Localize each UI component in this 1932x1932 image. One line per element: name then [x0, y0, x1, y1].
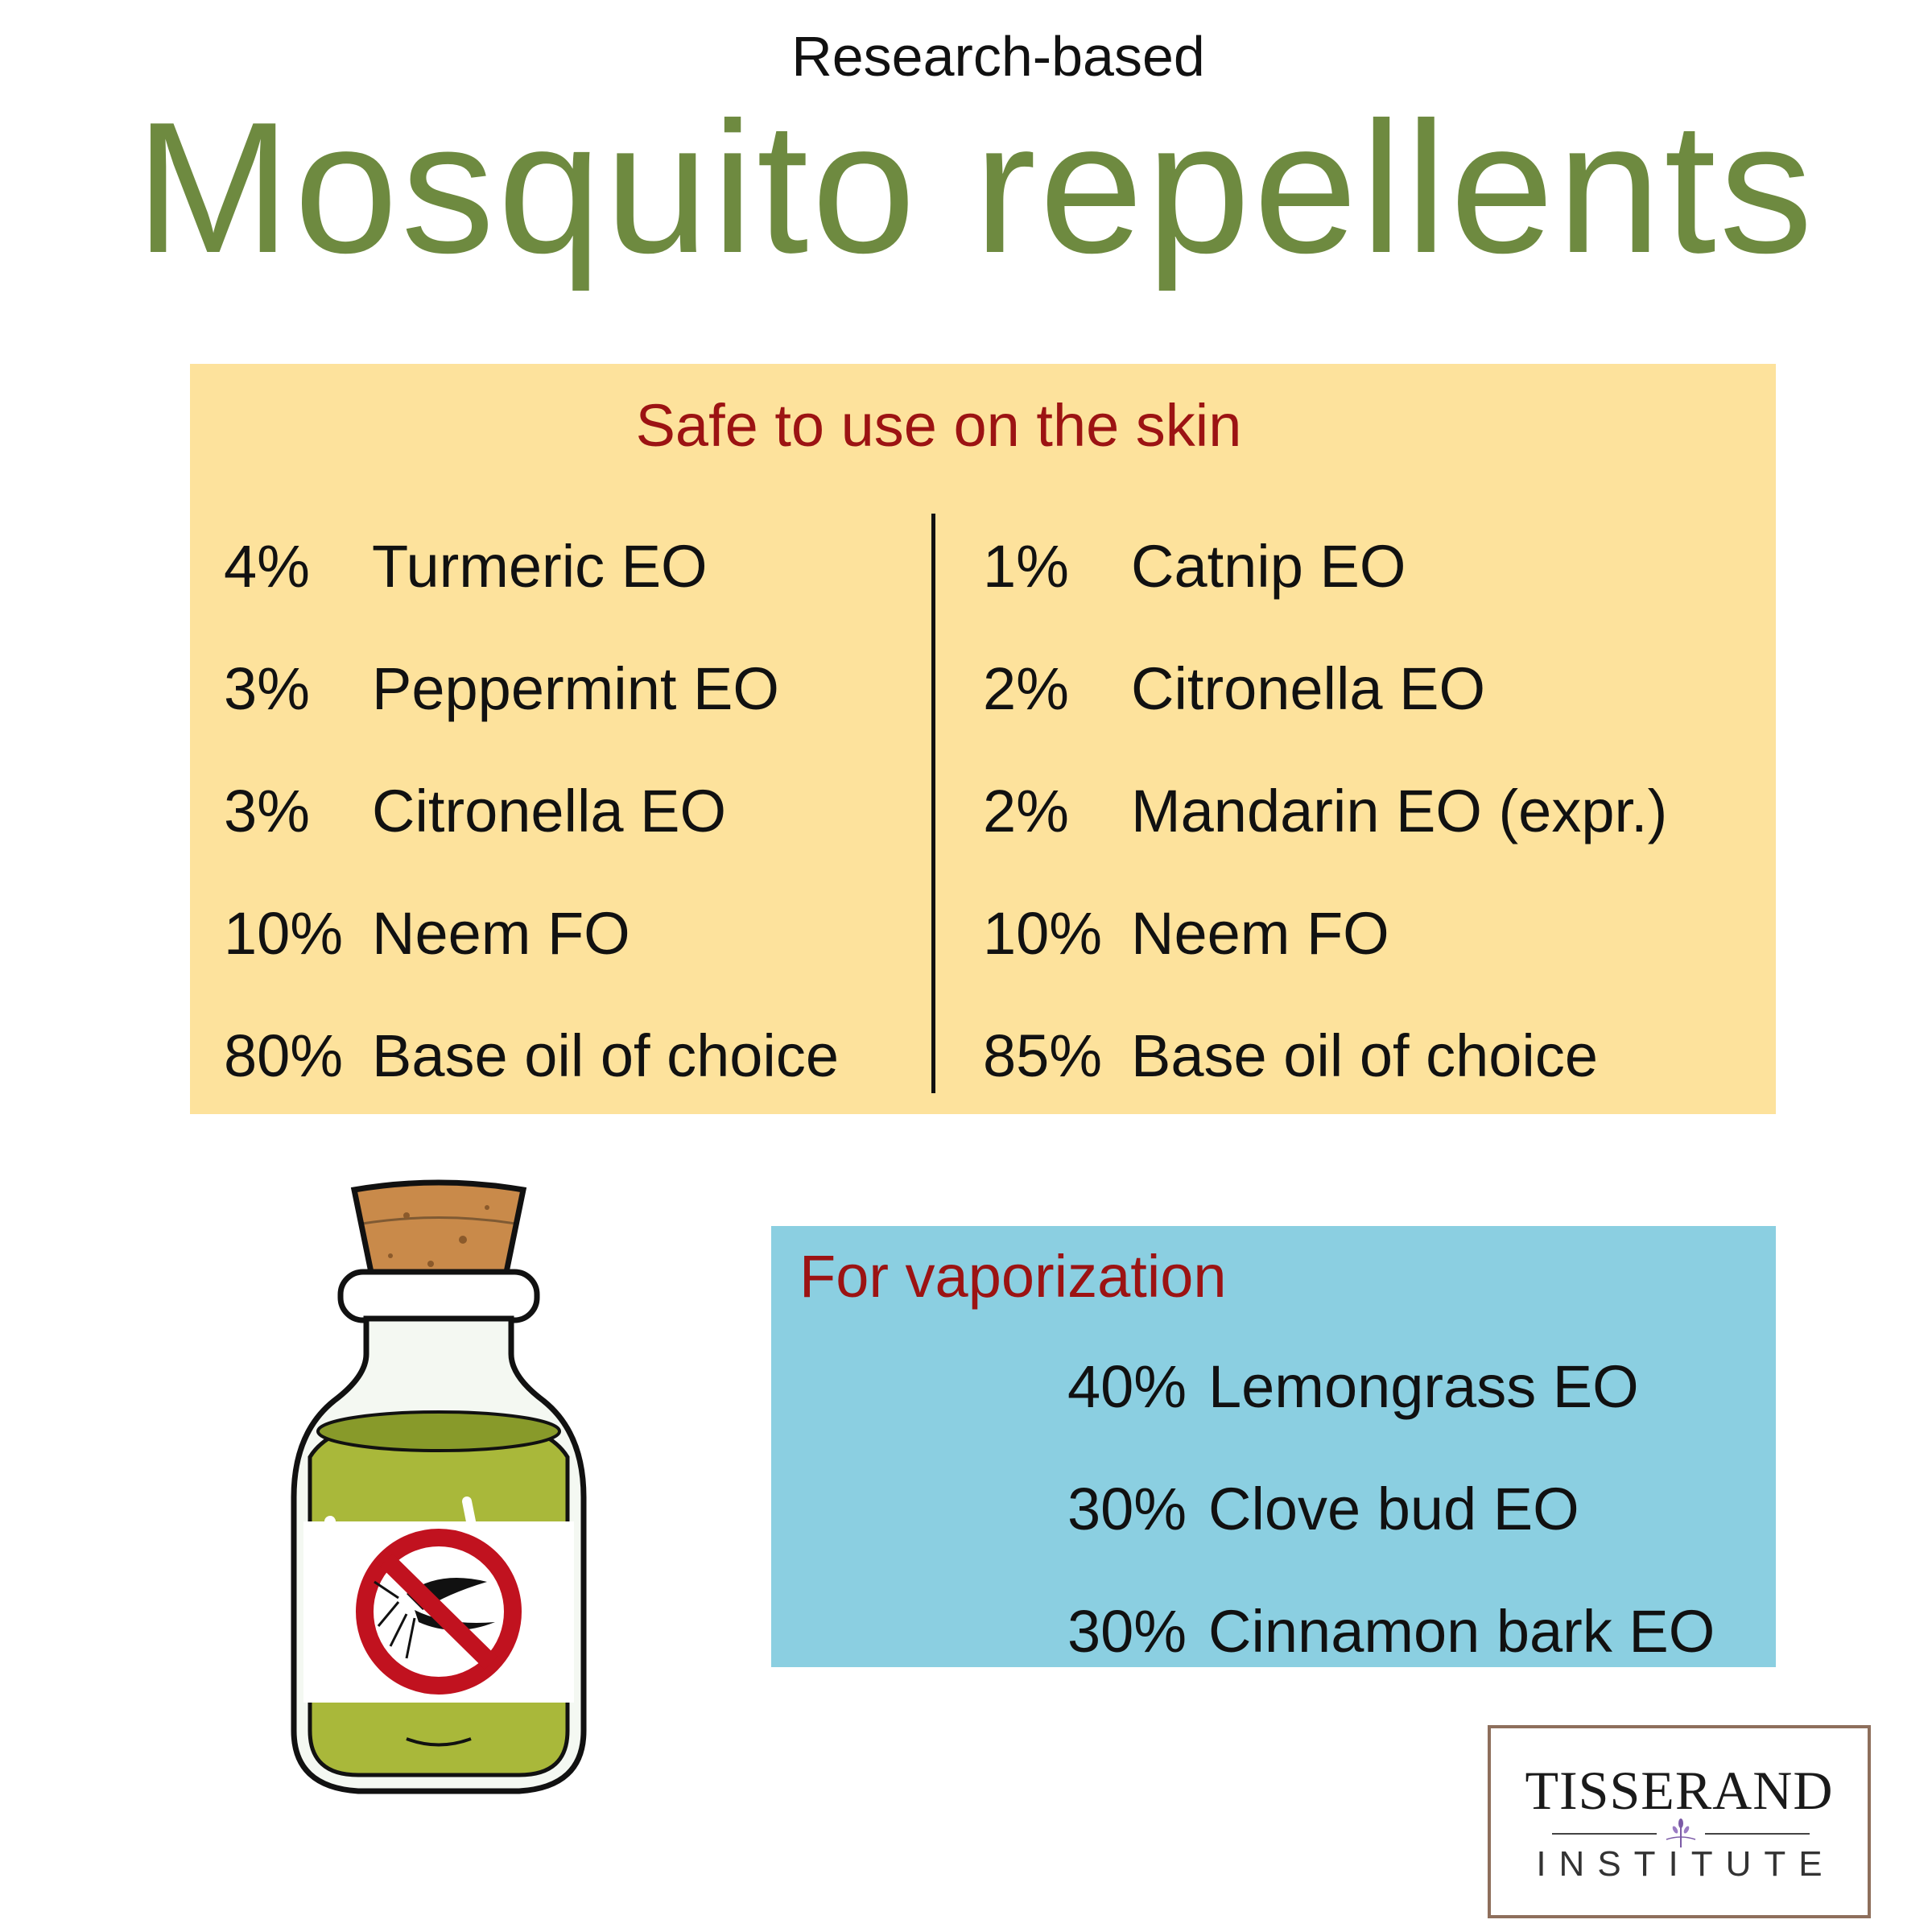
skin-panel-heading: Safe to use on the skin — [635, 392, 1242, 459]
recipe-row: 80% Base oil of choice — [224, 994, 932, 1117]
recipe-ingredient: Neem FO — [372, 899, 630, 967]
logo-rule-left — [1552, 1833, 1657, 1835]
recipe-percent: 3% — [224, 777, 310, 844]
recipe-percent: 4% — [224, 532, 310, 600]
column-divider — [931, 514, 935, 1093]
recipe-row: 30% Cinnamon bark EO — [1067, 1570, 1715, 1692]
tisserand-logo: TISSERAND INSTITUTE — [1488, 1725, 1871, 1918]
logo-name: TISSERAND — [1525, 1760, 1834, 1821]
recipe-row: 10% Neem FO — [224, 872, 932, 994]
recipe-ingredient: Base oil of choice — [372, 1022, 840, 1089]
recipe-ingredient: Peppermint EO — [372, 654, 779, 722]
recipe-percent: 3% — [224, 654, 310, 722]
page-title: Mosquito repellents — [135, 84, 1816, 292]
recipe-ingredient: Turmeric EO — [372, 532, 708, 600]
recipe-percent: 2% — [983, 777, 1069, 844]
logo-rule-right — [1705, 1833, 1810, 1835]
recipe-ingredient: Lemongrass EO — [1208, 1352, 1639, 1420]
recipe-percent: 30% — [1067, 1475, 1187, 1542]
recipe-row: 4% Turmeric EO — [224, 505, 932, 627]
recipe-row: 40% Lemongrass EO — [1067, 1325, 1715, 1447]
recipe-ingredient: Clove bud EO — [1208, 1475, 1579, 1542]
recipe-ingredient: Citronella EO — [372, 777, 727, 844]
lavender-sprig-icon — [1666, 1818, 1696, 1847]
recipe-percent: 85% — [983, 1022, 1103, 1089]
recipe-row: 2% Mandarin EO (expr.) — [983, 749, 1691, 872]
recipe-ingredient: Base oil of choice — [1131, 1022, 1599, 1089]
recipe-row: 3% Citronella EO — [224, 749, 932, 872]
skin-safe-panel: Safe to use on the skin 4% Turmeric EO 3… — [190, 364, 1776, 1114]
recipe-percent: 40% — [1067, 1352, 1187, 1420]
recipe-percent: 1% — [983, 532, 1069, 600]
recipe-row: 2% Citronella EO — [983, 627, 1691, 749]
vapor-recipe: 40% Lemongrass EO 30% Clove bud EO 30% C… — [1067, 1325, 1715, 1692]
recipe-ingredient: Catnip EO — [1131, 532, 1406, 600]
recipe-percent: 30% — [1067, 1597, 1187, 1665]
recipe-percent: 10% — [224, 899, 344, 967]
recipe-ingredient: Neem FO — [1131, 899, 1389, 967]
vaporization-panel: For vaporization 40% Lemongrass EO 30% C… — [771, 1226, 1776, 1667]
recipe-row: 3% Peppermint EO — [224, 627, 932, 749]
vapor-panel-heading: For vaporization — [799, 1243, 1227, 1310]
recipe-percent: 10% — [983, 899, 1103, 967]
subtitle: Research-based — [791, 25, 1205, 88]
skin-recipe-right: 1% Catnip EO 2% Citronella EO 2% Mandari… — [983, 505, 1691, 1117]
recipe-ingredient: Cinnamon bark EO — [1208, 1597, 1715, 1665]
recipe-row: 85% Base oil of choice — [983, 994, 1691, 1117]
recipe-percent: 80% — [224, 1022, 344, 1089]
recipe-row: 1% Catnip EO — [983, 505, 1691, 627]
recipe-row: 30% Clove bud EO — [1067, 1447, 1715, 1570]
skin-recipe-left: 4% Turmeric EO 3% Peppermint EO 3% Citro… — [224, 505, 932, 1117]
recipe-row: 10% Neem FO — [983, 872, 1691, 994]
recipe-ingredient: Citronella EO — [1131, 654, 1486, 722]
recipe-ingredient: Mandarin EO (expr.) — [1131, 777, 1668, 844]
recipe-percent: 2% — [983, 654, 1069, 722]
no-mosquito-icon — [356, 1529, 522, 1695]
logo-subtitle: INSTITUTE — [1536, 1844, 1835, 1884]
oil-bottle-icon — [291, 1179, 587, 1794]
